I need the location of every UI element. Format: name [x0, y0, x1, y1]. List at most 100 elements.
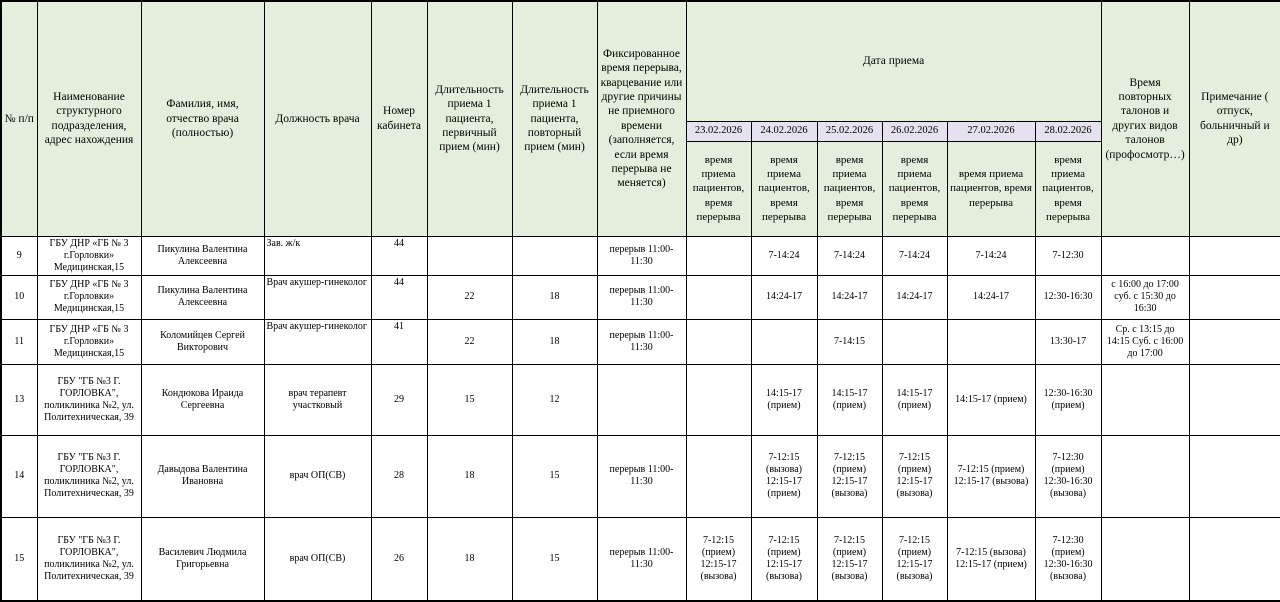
cell-cabinet: 44 — [370, 274, 428, 320]
cell-num: 10 — [0, 274, 38, 320]
header-position: Должность врача — [263, 0, 372, 237]
cell-num: 9 — [0, 235, 38, 276]
cell-duration-first: 22 — [426, 274, 513, 320]
cell-fio: Пикулина Валентина Алексеевна — [140, 235, 265, 276]
cell-position: Врач акушер-гинеколог — [263, 274, 372, 320]
cell-duration-repeat: 18 — [511, 274, 598, 320]
header-sub-0: время приема пациентов, время перерыва — [685, 140, 752, 237]
cell-date-4: 14:15-17 (прием) — [946, 363, 1036, 436]
cell-date-0 — [685, 363, 752, 436]
header-sub-4: время приема пациентов, время перерыва — [946, 140, 1036, 237]
header-date-3: 26.02.2026 — [881, 120, 948, 142]
cell-date-0: 7-12:15 (прием) 12:15-17 (вызова) — [685, 516, 752, 602]
cell-note — [1188, 235, 1280, 276]
cell-cabinet: 28 — [370, 434, 428, 518]
cell-date-0 — [685, 434, 752, 518]
cell-org: ГБУ "ГБ №3 Г. ГОРЛОВКА", поликлиника №2,… — [36, 363, 142, 436]
cell-date-2: 7-12:15 (прием) 12:15-17 (вызова) — [816, 434, 883, 518]
cell-date-0 — [685, 274, 752, 320]
cell-fio: Давыдова Валентина Ивановна — [140, 434, 265, 518]
cell-date-3: 7-12:15 (прием) 12:15-17 (вызова) — [881, 516, 948, 602]
table-row: 11 ГБУ ДНР «ГБ № 3 г.Горловки» Медицинск… — [0, 318, 1280, 365]
table-row: 9 ГБУ ДНР «ГБ № 3 г.Горловки» Медицинска… — [0, 235, 1280, 276]
cell-duration-repeat: 12 — [511, 363, 598, 436]
cell-fio: Коломийцев Сергей Викторович — [140, 318, 265, 365]
cell-position: врач ОП(СВ) — [263, 434, 372, 518]
cell-cabinet: 26 — [370, 516, 428, 602]
cell-date-5: 12:30-16:30 (прием) — [1034, 363, 1102, 436]
header-fixed-break: Фиксированное время перерыва, кварцевани… — [596, 0, 687, 237]
cell-date-4: 7-12:15 (вызова) 12:15-17 (прием) — [946, 516, 1036, 602]
cell-cabinet: 44 — [370, 235, 428, 276]
cell-fixed-break: перерыв 11:00-11:30 — [596, 274, 687, 320]
cell-fio: Кондюкова Ираида Сергеевна — [140, 363, 265, 436]
table-row: 13 ГБУ "ГБ №3 Г. ГОРЛОВКА", поликлиника … — [0, 363, 1280, 436]
cell-fio: Пикулина Валентина Алексеевна — [140, 274, 265, 320]
cell-repeat-tickets — [1100, 516, 1190, 602]
cell-fixed-break: перерыв 11:00-11:30 — [596, 318, 687, 365]
cell-org: ГБУ "ГБ №3 Г. ГОРЛОВКА", поликлиника №2,… — [36, 434, 142, 518]
cell-fixed-break: перерыв 11:00-11:30 — [596, 434, 687, 518]
header-sub-3: время приема пациентов, время перерыва — [881, 140, 948, 237]
cell-duration-first: 15 — [426, 363, 513, 436]
header-date-1: 24.02.2026 — [750, 120, 818, 142]
header-duration-first: Длительность приема 1 пациента, первичны… — [426, 0, 513, 237]
header-cabinet: Номер кабинета — [370, 0, 428, 237]
cell-cabinet: 29 — [370, 363, 428, 436]
cell-duration-first: 22 — [426, 318, 513, 365]
header-row-sub: время приема пациентов, время перерыва в… — [1, 140, 1280, 237]
cell-duration-repeat: 15 — [511, 434, 598, 518]
cell-date-4 — [946, 318, 1036, 365]
cell-date-4: 7-12:15 (прием) 12:15-17 (вызова) — [946, 434, 1036, 518]
cell-cabinet: 41 — [370, 318, 428, 365]
cell-date-3: 14:15-17 (прием) — [881, 363, 948, 436]
header-date-0: 23.02.2026 — [685, 120, 752, 142]
cell-date-2: 7-12:15 (прием) 12:15-17 (вызова) — [816, 516, 883, 602]
cell-repeat-tickets — [1100, 363, 1190, 436]
header-note: Примечание ( отпуск, больничный и др) — [1188, 0, 1280, 237]
header-sub-2: время приема пациентов, время перерыва — [816, 140, 883, 237]
cell-repeat-tickets — [1100, 434, 1190, 518]
cell-date-5: 13:30-17 — [1034, 318, 1102, 365]
header-fio: Фамилия, имя, отчество врача (полностью) — [140, 0, 265, 237]
header-sub-5: время приема пациентов, время перерыва — [1034, 140, 1102, 237]
cell-date-3: 7-12:15 (прием) 12:15-17 (вызова) — [881, 434, 948, 518]
header-sub-1: время приема пациентов, время перерыва — [750, 140, 818, 237]
cell-duration-repeat: 15 — [511, 516, 598, 602]
cell-duration-repeat — [511, 235, 598, 276]
cell-date-0 — [685, 235, 752, 276]
cell-date-1 — [750, 318, 818, 365]
cell-fixed-break: перерыв 11:00-11:30 — [596, 516, 687, 602]
cell-date-5: 12:30-16:30 — [1034, 274, 1102, 320]
cell-date-1: 7-12:15 (вызова) 12:15-17 (прием) — [750, 434, 818, 518]
header-row-top: № п/п Наименование структурного подразде… — [0, 0, 1280, 237]
cell-date-1: 14:24-17 — [750, 274, 818, 320]
cell-date-5: 7-12:30 (прием) 12:30-16:30 (вызова) — [1034, 516, 1102, 602]
cell-fio: Василевич Людмила Григорьевна — [140, 516, 265, 602]
cell-date-4: 7-14:24 — [946, 235, 1036, 276]
header-duration-repeat: Длительность приема 1 пациента, повторны… — [511, 0, 598, 237]
cell-date-3 — [881, 318, 948, 365]
cell-duration-repeat: 18 — [511, 318, 598, 365]
table-header: № п/п Наименование структурного подразде… — [0, 0, 1280, 237]
header-num: № п/п — [0, 0, 38, 237]
table-row: 15 ГБУ "ГБ №3 Г. ГОРЛОВКА", поликлиника … — [0, 516, 1280, 602]
cell-date-2: 7-14:24 — [816, 235, 883, 276]
cell-date-2: 7-14:15 — [816, 318, 883, 365]
cell-duration-first: 18 — [426, 516, 513, 602]
table-row: 10 ГБУ ДНР «ГБ № 3 г.Горловки» Медицинск… — [0, 274, 1280, 320]
cell-org: ГБУ ДНР «ГБ № 3 г.Горловки» Медицинская,… — [36, 274, 142, 320]
cell-note — [1188, 516, 1280, 602]
cell-org: ГБУ ДНР «ГБ № 3 г.Горловки» Медицинская,… — [36, 235, 142, 276]
cell-org: ГБУ "ГБ №3 Г. ГОРЛОВКА", поликлиника №2,… — [36, 516, 142, 602]
cell-note — [1188, 434, 1280, 518]
cell-position: врач терапевт участковый — [263, 363, 372, 436]
cell-date-3: 7-14:24 — [881, 235, 948, 276]
table-body: 9 ГБУ ДНР «ГБ № 3 г.Горловки» Медицинска… — [0, 235, 1280, 602]
cell-date-1: 7-12:15 (прием) 12:15-17 (вызова) — [750, 516, 818, 602]
cell-date-2: 14:15-17 (прием) — [816, 363, 883, 436]
cell-date-0 — [685, 318, 752, 365]
cell-date-1: 14:15-17 (прием) — [750, 363, 818, 436]
cell-date-1: 7-14:24 — [750, 235, 818, 276]
